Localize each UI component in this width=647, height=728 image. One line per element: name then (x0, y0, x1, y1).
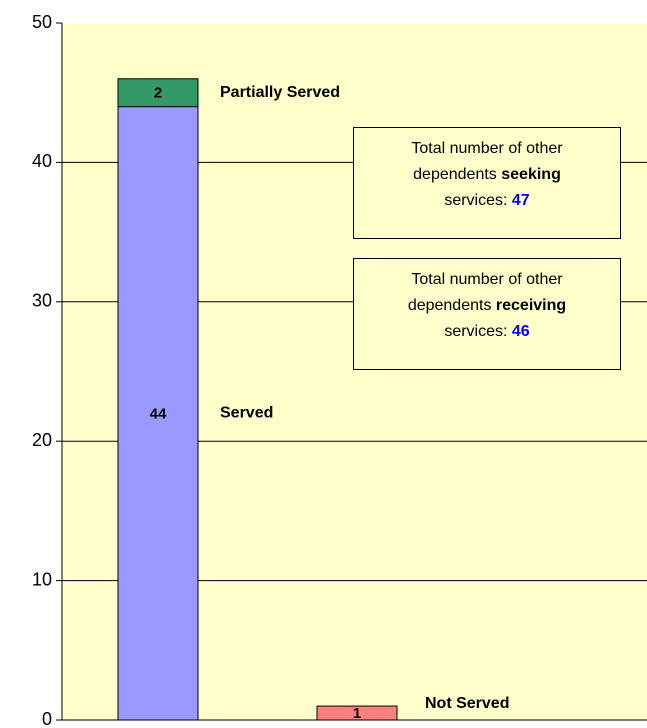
data-label: 1 (353, 705, 361, 722)
annotation-keyword: receiving (495, 297, 567, 314)
annotation-text: Total number of other dependents (411, 140, 563, 183)
annotation-value: 46 (511, 323, 530, 340)
bar-segment (117, 78, 199, 108)
annotation-text: Total number of other dependents (407, 271, 563, 314)
y-tick-label: 10 (32, 569, 52, 589)
series-label: Not Served (425, 695, 509, 712)
series-label: Served (220, 405, 273, 422)
y-tick-label: 30 (32, 291, 52, 311)
y-tick-label: 40 (32, 151, 52, 171)
annotation-text: services: (444, 192, 508, 209)
annotation-box: Total number of other dependents seeking… (353, 127, 621, 239)
bar-segment (117, 106, 199, 721)
y-tick-label: 0 (42, 709, 52, 728)
series-label: Partially Served (220, 84, 340, 101)
annotation-keyword: seeking (501, 166, 561, 183)
annotation-box: Total number of other dependents receivi… (353, 258, 621, 370)
data-label: 2 (154, 85, 162, 102)
data-label: 44 (150, 405, 167, 422)
annotation-value: 47 (511, 192, 530, 209)
y-tick-label: 50 (32, 12, 52, 32)
bar-segment (316, 705, 398, 721)
annotation-text: services: (444, 323, 508, 340)
y-tick-label: 20 (32, 430, 52, 450)
